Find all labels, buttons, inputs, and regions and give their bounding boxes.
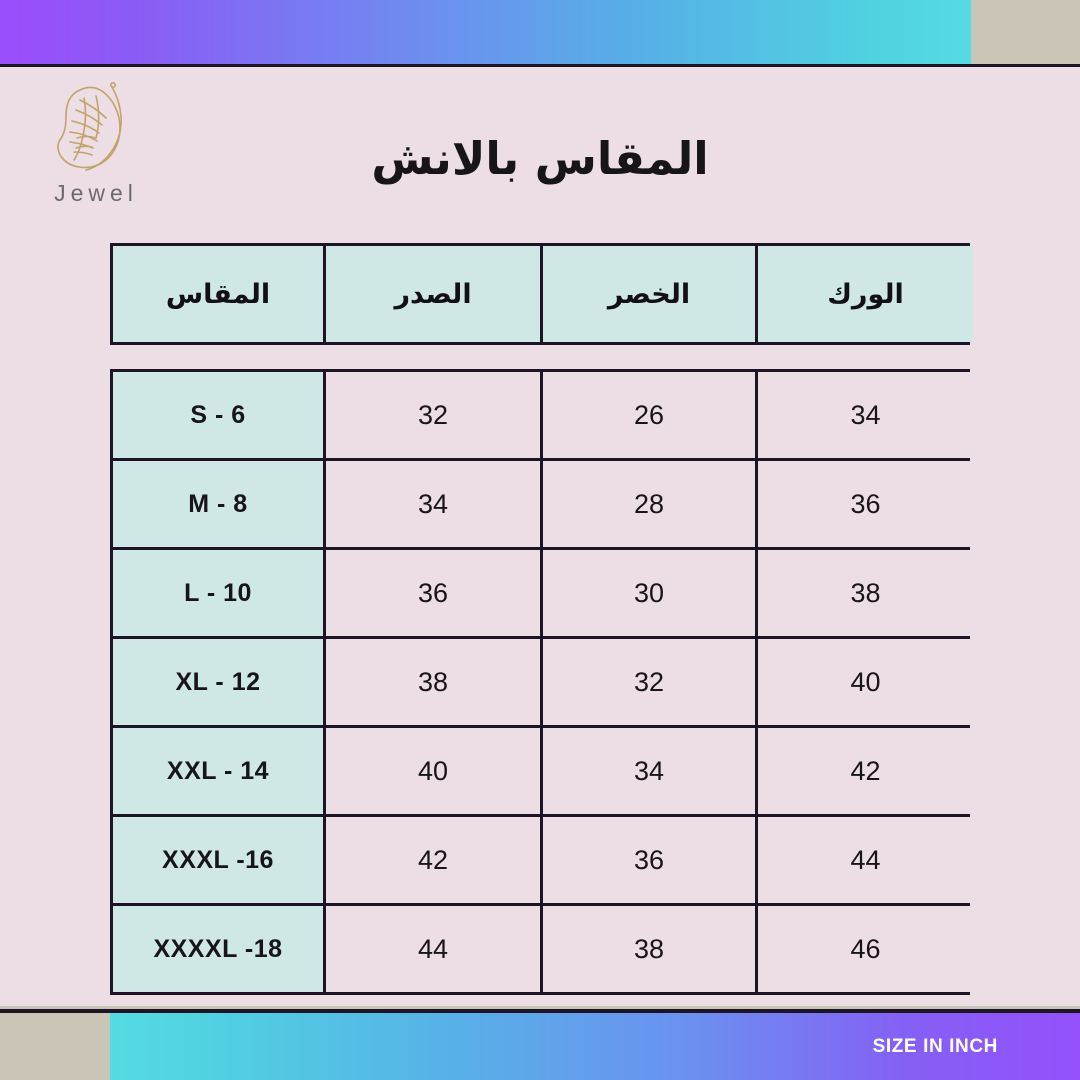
table-row: XXXXL -18 44 38 46: [113, 906, 973, 995]
bottom-left-corner-block: [0, 1013, 110, 1080]
cell-waist: 38: [543, 906, 758, 992]
bottom-gradient-banner: SIZE IN INCH: [110, 1013, 1080, 1080]
bottom-divider-rule: [0, 1009, 1080, 1013]
cell-hip: 44: [758, 817, 973, 903]
cell-size: L - 10: [113, 550, 326, 636]
cell-chest: 36: [326, 550, 543, 636]
column-header-hip: الورك: [758, 246, 973, 342]
size-unit-label: SIZE IN INCH: [872, 1035, 998, 1057]
cell-size: XXXL -16: [113, 817, 326, 903]
cell-hip: 40: [758, 639, 973, 725]
cell-waist: 32: [543, 639, 758, 725]
column-header-size: المقاس: [113, 246, 326, 342]
cell-chest: 44: [326, 906, 543, 992]
table-row: XXXL -16 42 36 44: [113, 817, 973, 906]
cell-hip: 34: [758, 372, 973, 458]
cell-hip: 38: [758, 550, 973, 636]
column-header-waist: الخصر: [543, 246, 758, 342]
cell-size: XXL - 14: [113, 728, 326, 814]
size-table-header: المقاس الصدر الخصر الورك: [110, 243, 973, 345]
cell-size: S - 6: [113, 372, 326, 458]
top-gradient-banner: [0, 0, 971, 64]
table-row: XXL - 14 40 34 42: [113, 728, 973, 817]
cell-hip: 46: [758, 906, 973, 992]
top-right-corner-block: [971, 0, 1080, 64]
cell-waist: 26: [543, 372, 758, 458]
table-row: S - 6 32 26 34: [113, 372, 973, 461]
column-header-chest: الصدر: [326, 246, 543, 342]
cell-chest: 34: [326, 461, 543, 547]
cell-chest: 40: [326, 728, 543, 814]
cell-chest: 32: [326, 372, 543, 458]
size-table-body: S - 6 32 26 34 M - 8 34 28 36 L - 10 36 …: [110, 369, 973, 995]
cell-waist: 28: [543, 461, 758, 547]
cell-chest: 42: [326, 817, 543, 903]
butterfly-wing-icon: [57, 82, 122, 171]
cell-chest: 38: [326, 639, 543, 725]
cell-waist: 36: [543, 817, 758, 903]
table-row: XL - 12 38 32 40: [113, 639, 973, 728]
brand-name: Jewel: [54, 180, 138, 206]
cell-size: M - 8: [113, 461, 326, 547]
cell-size: XL - 12: [113, 639, 326, 725]
table-row: M - 8 34 28 36: [113, 461, 973, 550]
top-divider-rule: [0, 64, 1080, 67]
cell-hip: 42: [758, 728, 973, 814]
cell-hip: 36: [758, 461, 973, 547]
cell-size: XXXXL -18: [113, 906, 326, 992]
cell-waist: 30: [543, 550, 758, 636]
table-row: L - 10 36 30 38: [113, 550, 973, 639]
brand-logo: Jewel: [36, 78, 156, 213]
cell-waist: 34: [543, 728, 758, 814]
page-title: المقاس بالانش: [371, 132, 709, 185]
